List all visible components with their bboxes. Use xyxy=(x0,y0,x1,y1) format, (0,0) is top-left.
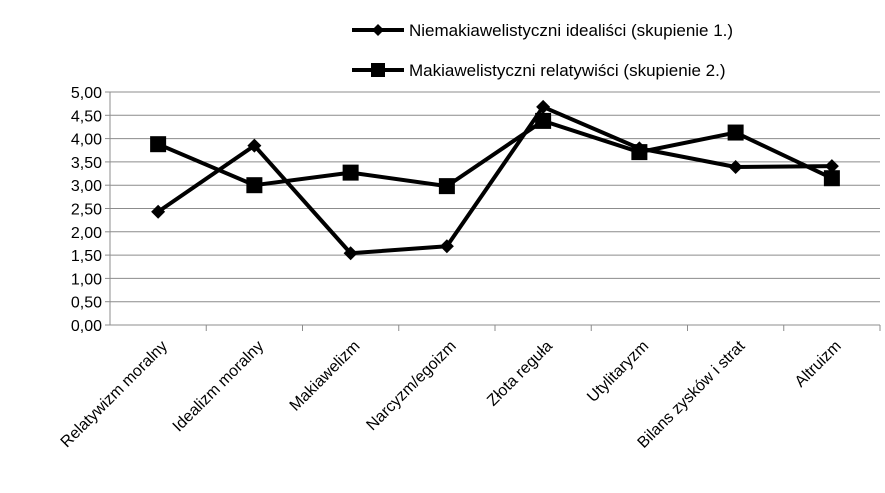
data-point-square xyxy=(823,170,840,187)
series-line-2 xyxy=(157,118,833,189)
x-tick-label: Makiawelizm xyxy=(287,338,364,415)
x-tick-label: Utylitaryzm xyxy=(584,338,652,406)
legend-diamond-marker-icon xyxy=(372,24,384,36)
data-point-diamond xyxy=(536,99,551,114)
gridlines xyxy=(110,91,880,303)
y-tick-label: 0,00 xyxy=(71,318,102,335)
y-tick-label: 4,50 xyxy=(71,108,102,125)
y-tick-label: 0,50 xyxy=(71,295,102,312)
data-point-square xyxy=(150,136,167,153)
data-point-diamond xyxy=(343,246,358,261)
data-point-diamond xyxy=(632,141,647,156)
data-point-square xyxy=(246,177,263,194)
data-point-square xyxy=(438,178,455,195)
legend-item-series-1: Niemakiawelistyczni idealiści (skupienie… xyxy=(352,21,733,40)
data-point-diamond xyxy=(439,239,454,254)
data-point-diamond xyxy=(247,138,262,153)
data-point-square xyxy=(727,124,744,141)
y-tick-label: 4,00 xyxy=(71,132,102,149)
x-tick-label: Relatywizm moralny xyxy=(58,338,171,451)
y-tick-label: 1,00 xyxy=(71,271,102,288)
x-tick-label: Narcyzm/egoizm xyxy=(363,338,459,434)
y-tick-label: 3,00 xyxy=(71,178,102,195)
y-tick-label: 1,50 xyxy=(71,248,102,265)
y-tick-label: 3,50 xyxy=(71,155,102,172)
legend-item-series-2: Makiawelistyczni relatywiści (skupienie … xyxy=(352,61,725,80)
axes xyxy=(105,91,881,331)
series-lines xyxy=(150,99,840,261)
legend-label-series-1: Niemakiawelistyczni idealiści (skupienie… xyxy=(409,21,733,40)
legend-square-marker-icon xyxy=(371,63,385,77)
x-tick-label: Altruizm xyxy=(792,338,845,391)
y-tick-label: 2,00 xyxy=(71,225,102,242)
data-point-diamond xyxy=(824,159,839,174)
data-point-square xyxy=(342,164,359,181)
data-point-square xyxy=(535,112,552,129)
y-tick-label: 2,50 xyxy=(71,202,102,219)
x-tick-label: Idealizm moralny xyxy=(170,338,268,436)
y-tick-label: 5,00 xyxy=(71,85,102,102)
data-point-diamond xyxy=(151,204,166,219)
legend: Niemakiawelistyczni idealiści (skupienie… xyxy=(352,21,733,80)
legend-label-series-2: Makiawelistyczni relatywiści (skupienie … xyxy=(409,61,725,80)
x-tick-label: Złota reguła xyxy=(484,338,556,410)
series-line-1 xyxy=(156,104,832,256)
data-point-diamond xyxy=(728,160,743,175)
x-tick-label: Bilans zysków i strat xyxy=(635,337,749,451)
y-tick-labels: 0,00 0,50 1,00 1,50 2,00 2,50 3,00 3,50 4,00 4,50… xyxy=(71,85,102,335)
